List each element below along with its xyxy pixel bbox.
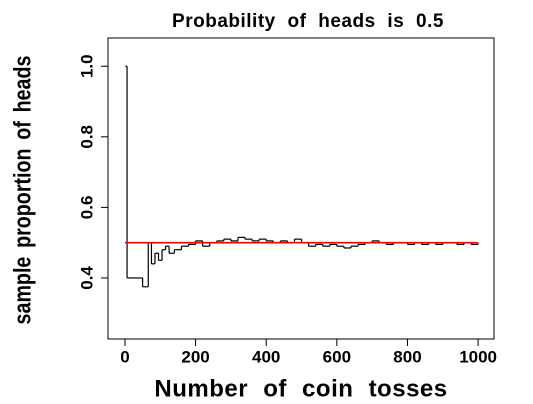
x-tick-label: 1000: [459, 347, 497, 366]
chart-title: Probability of heads is 0.5: [172, 11, 444, 32]
y-tick-label: 1.0: [77, 54, 96, 78]
y-tick-label: 0.4: [77, 266, 96, 290]
y-tick-label: 0.6: [77, 196, 96, 220]
y-tick-label: 0.8: [77, 125, 96, 149]
x-tick-label: 0: [120, 347, 129, 366]
x-axis-title: Number of coin tosses: [154, 375, 447, 402]
plot-box: [107, 37, 495, 340]
x-tick-label: 200: [181, 347, 209, 366]
x-tick-label: 800: [393, 347, 421, 366]
y-axis-title: sample proportion of heads: [8, 56, 35, 325]
x-tick-label: 600: [323, 347, 351, 366]
x-tick-label: 400: [252, 347, 280, 366]
